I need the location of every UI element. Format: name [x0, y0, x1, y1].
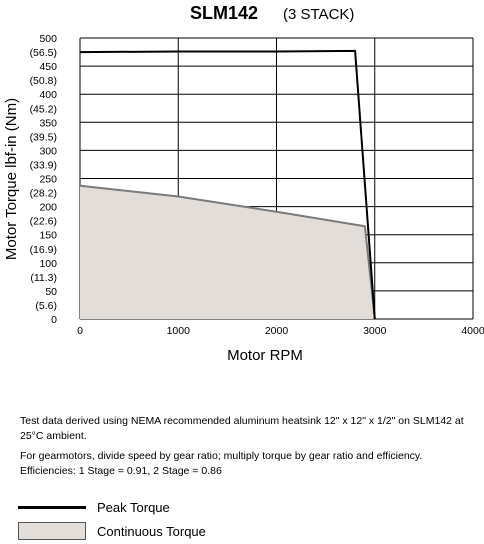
continuous-torque-area — [80, 185, 375, 319]
legend-item-peak: Peak Torque — [18, 496, 318, 518]
y-tick-label: 0 — [51, 314, 57, 326]
y-tick-label: 100 — [39, 258, 57, 270]
peak-torque-line — [79, 49, 376, 320]
legend-label-continuous: Continuous Torque — [97, 523, 206, 539]
test-notes: Test data derived using NEMA recommended… — [20, 414, 475, 484]
y-tick-label: 50 — [45, 286, 57, 298]
legend-label-peak: Peak Torque — [97, 499, 170, 515]
y-tick-label: 200 — [39, 202, 57, 214]
y-tick-label: 500 — [39, 33, 57, 45]
notes-line: Efficiencies: 1 Stage = 0.91, 2 Stage = … — [20, 465, 222, 477]
y-tick-label: 250 — [39, 174, 57, 186]
y-tick-label-nm: (11.3) — [30, 272, 57, 284]
y-tick-label-nm: (45.2) — [30, 103, 57, 115]
chart-subtitle: (3 STACK) — [283, 6, 354, 23]
continuous-torque-area-layer — [79, 184, 376, 320]
y-tick-label: 150 — [39, 230, 57, 242]
y-tick-label: 400 — [39, 89, 57, 101]
x-tick-label: 1000 — [167, 325, 191, 337]
legend-item-continuous: Continuous Torque — [18, 520, 318, 542]
y-tick-label: 450 — [39, 61, 57, 73]
notes-heatsink: Test data derived using NEMA recommended… — [20, 414, 475, 444]
chart-title: SLM142 — [190, 3, 258, 23]
y-tick-label-nm: (39.5) — [30, 131, 57, 143]
y-axis-title: Motor Torque lbf-in (Nm) — [3, 98, 20, 260]
y-axis-ticks: 500(56.5)450(50.8)400(45.2)350(39.5)300(… — [30, 33, 58, 326]
notes-gearmotor: For gearmotors, divide speed by gear rat… — [20, 449, 475, 479]
peak-torque-swatch — [18, 505, 86, 509]
y-tick-label-nm: (16.9) — [30, 244, 57, 256]
x-tick-label: 3000 — [363, 325, 387, 337]
chart-legend: Peak Torque Continuous Torque — [18, 496, 318, 544]
torque-speed-chart: SLM142 (3 STACK) 500(56.5)450(50.8)400(4… — [3, 3, 484, 364]
y-tick-label: 350 — [39, 117, 57, 129]
y-tick-label-nm: (28.2) — [30, 188, 57, 200]
x-tick-label: 0 — [77, 325, 83, 337]
notes-line: 25°C ambient. — [20, 430, 87, 442]
x-tick-label: 2000 — [265, 325, 289, 337]
continuous-torque-curve — [79, 184, 376, 320]
x-axis-title: Motor RPM — [227, 347, 303, 364]
peak-torque-line-layer — [79, 49, 376, 320]
notes-line: For gearmotors, divide speed by gear rat… — [20, 450, 423, 462]
y-tick-label-nm: (56.5) — [30, 47, 57, 59]
y-tick-label-nm: (50.8) — [30, 75, 57, 87]
y-tick-label-nm: (5.6) — [35, 300, 57, 312]
y-tick-label: 300 — [39, 145, 57, 157]
x-axis-ticks: 0 1000 2000 3000 4000 — [77, 325, 484, 337]
continuous-torque-swatch — [18, 522, 86, 540]
notes-line: Test data derived using NEMA recommended… — [20, 415, 464, 427]
x-tick-label: 4000 — [461, 325, 484, 337]
y-tick-label-nm: (22.6) — [30, 216, 57, 228]
y-tick-label-nm: (33.9) — [30, 159, 57, 171]
